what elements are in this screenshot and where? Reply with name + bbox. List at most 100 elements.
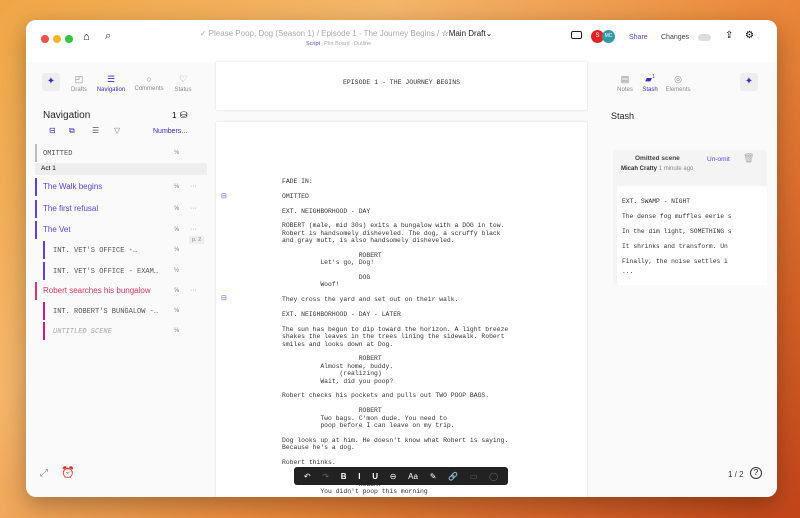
- zoom-button[interactable]: [65, 35, 73, 43]
- nav-item[interactable]: Robert searches his bungalow ⅝ ···: [35, 282, 207, 300]
- script-line[interactable]: ROBERT (male, mid 30s) exits a bungalow …: [282, 222, 505, 230]
- script-line[interactable]: Because he's a dog.: [282, 444, 355, 452]
- script-line[interactable]: Robert thinks.: [282, 458, 336, 466]
- script-line[interactable]: [282, 451, 508, 458]
- export-icon[interactable]: ⇪: [725, 30, 734, 41]
- tab-script[interactable]: Script: [306, 41, 321, 47]
- chevron-down-icon[interactable]: ⌄: [485, 29, 493, 38]
- tab-elements[interactable]: ◎ Elements: [660, 74, 696, 93]
- sequence-icon[interactable]: ⧉: [69, 126, 75, 135]
- title-page[interactable]: EPISODE 1 - THE JOURNEY BEGINS: [216, 62, 587, 110]
- script-line[interactable]: They cross the yard and set out on their…: [282, 296, 459, 304]
- scene-marker-icon[interactable]: ⊟: [221, 193, 227, 200]
- script-line[interactable]: [282, 267, 508, 274]
- script-line[interactable]: You didn't poop this morning: [282, 488, 428, 496]
- script-line[interactable]: The sun has begun to dip toward the hori…: [282, 325, 509, 333]
- scene-icon[interactable]: ⊟: [49, 126, 56, 135]
- italic-icon[interactable]: I: [358, 471, 361, 481]
- script-line[interactable]: [282, 185, 508, 192]
- text-case-icon[interactable]: Aa: [408, 471, 418, 481]
- script-line[interactable]: Almost home, buddy.: [282, 362, 394, 370]
- changes-button[interactable]: Changes: [661, 34, 690, 41]
- highlight-icon[interactable]: ✎: [429, 471, 437, 481]
- script-line[interactable]: OMITTED: [282, 192, 309, 200]
- script-line[interactable]: Robert is handsomely disheveled. The dog…: [282, 229, 501, 237]
- gear-icon[interactable]: ⚙: [745, 30, 754, 41]
- nav-item[interactable]: INT. VET'S OFFICE - EXAM… ½: [43, 262, 207, 280]
- script-line[interactable]: Let's go, Dog!: [282, 259, 375, 267]
- script-line[interactable]: Wait, did you poop?: [282, 377, 394, 385]
- script-line[interactable]: Robert checks his pockets and pulls out …: [282, 392, 490, 400]
- script-line[interactable]: [282, 496, 508, 497]
- changes-toggle[interactable]: [698, 34, 711, 41]
- nav-item[interactable]: INT. VET'S OFFICE -… ⅛: [43, 241, 207, 259]
- script-line[interactable]: [282, 245, 508, 252]
- draft-selector[interactable]: ☆Main Draft: [441, 29, 486, 38]
- script-line[interactable]: [282, 200, 508, 207]
- nav-item[interactable]: UNTITLED SCENE ⅛: [43, 322, 207, 340]
- script-line[interactable]: DOG: [282, 274, 371, 282]
- script-line[interactable]: FADE IN:: [282, 178, 313, 185]
- avatar[interactable]: S: [591, 30, 604, 43]
- undo-icon[interactable]: ↶: [303, 471, 311, 481]
- link-icon[interactable]: 🔗: [448, 471, 459, 481]
- search-icon[interactable]: ⌕: [105, 30, 112, 42]
- pin-icon[interactable]: ✦: [740, 73, 758, 91]
- script-line[interactable]: Dog looks up at him. He doesn't know wha…: [282, 436, 509, 444]
- script-line[interactable]: [282, 400, 508, 407]
- video-icon[interactable]: [571, 31, 582, 39]
- underline-icon[interactable]: U: [372, 471, 378, 481]
- tab-plot-board[interactable]: Plot Board: [324, 41, 350, 47]
- script-line[interactable]: Two bags. C'mon dude. You need to: [282, 414, 447, 422]
- tab-navigation[interactable]: ☰ Navigation: [93, 74, 129, 93]
- script-line[interactable]: [282, 429, 508, 436]
- database-icon[interactable]: ⛁: [180, 110, 188, 120]
- script-body[interactable]: FADE IN: OMITTED EXT. NEIGHBORHOOD - DAY RO…: [282, 178, 508, 497]
- note-icon[interactable]: ◯: [489, 471, 499, 481]
- nav-item[interactable]: OMITTED ⅛: [35, 144, 207, 162]
- script-line[interactable]: [282, 289, 508, 296]
- unomit-button[interactable]: Un-omit: [707, 156, 730, 163]
- breadcrumb[interactable]: ✓ Please Poop, Dog (Season 1) / Episode …: [186, 29, 506, 38]
- tab-outline[interactable]: Outline: [353, 41, 372, 47]
- nav-item[interactable]: INT. ROBERT'S BUNGALOW -… ⅛: [43, 302, 207, 320]
- tab-comments[interactable]: ○ Comments: [131, 74, 167, 92]
- close-button[interactable]: [41, 35, 49, 43]
- expand-icon[interactable]: ⤢: [40, 468, 48, 479]
- filter-icon[interactable]: ▽: [114, 126, 121, 135]
- script-line[interactable]: Woof!: [282, 281, 340, 289]
- script-page[interactable]: ⊟ ⊟ FADE IN: OMITTED EXT. NEIGHBORHOOD - D…: [216, 122, 587, 497]
- minimize-button[interactable]: [53, 35, 61, 43]
- script-line[interactable]: and gray mutt, is also handsomely dishev…: [282, 237, 455, 245]
- comment-icon[interactable]: ▭: [469, 471, 478, 481]
- script-line[interactable]: EXT. NEIGHBORHOOD - DAY - LATER: [282, 311, 401, 319]
- numbers-button[interactable]: Numbers...: [153, 128, 188, 135]
- tab-status[interactable]: ♡ Status: [165, 74, 201, 93]
- bold-icon[interactable]: B: [340, 471, 347, 481]
- script-line[interactable]: (realizing): [282, 370, 382, 378]
- script-line[interactable]: [282, 304, 508, 311]
- avatar[interactable]: MC: [602, 30, 615, 43]
- timer-icon[interactable]: ⏰: [61, 467, 75, 479]
- script-line[interactable]: ROBERT: [282, 407, 382, 415]
- redo-icon[interactable]: ↷: [322, 471, 329, 481]
- home-icon[interactable]: ⌂: [83, 31, 90, 43]
- script-line[interactable]: [282, 215, 508, 222]
- script-line[interactable]: EXT. NEIGHBORHOOD - DAY: [282, 207, 371, 215]
- strikethrough-icon[interactable]: ⊖: [389, 471, 397, 481]
- pin-icon[interactable]: ✦: [42, 73, 60, 91]
- tab-notes[interactable]: ▤ Notes: [607, 74, 643, 93]
- nav-item[interactable]: The first refusal ⅝ ···: [35, 200, 207, 218]
- help-button[interactable]: ?: [750, 467, 762, 479]
- nav-item[interactable]: The Walk begins ⅛ ···: [35, 178, 207, 196]
- share-button[interactable]: Share: [629, 34, 648, 41]
- more-icon[interactable]: ···: [190, 183, 197, 190]
- trash-icon[interactable]: 🗑: [743, 153, 755, 163]
- more-icon[interactable]: ···: [190, 205, 197, 212]
- tab-drafts[interactable]: ◰ Drafts: [61, 74, 97, 93]
- script-line[interactable]: ROBERT: [282, 251, 382, 259]
- script-line[interactable]: smiles and looks down at Dog.: [282, 340, 394, 348]
- script-line[interactable]: shakes the leaves in the trees lining th…: [282, 333, 505, 341]
- script-line[interactable]: poop before I can leave on my trip.: [282, 421, 455, 429]
- stash-card[interactable]: Omitted scene Un-omit 🗑 Micah Cratty 1 m…: [613, 150, 767, 285]
